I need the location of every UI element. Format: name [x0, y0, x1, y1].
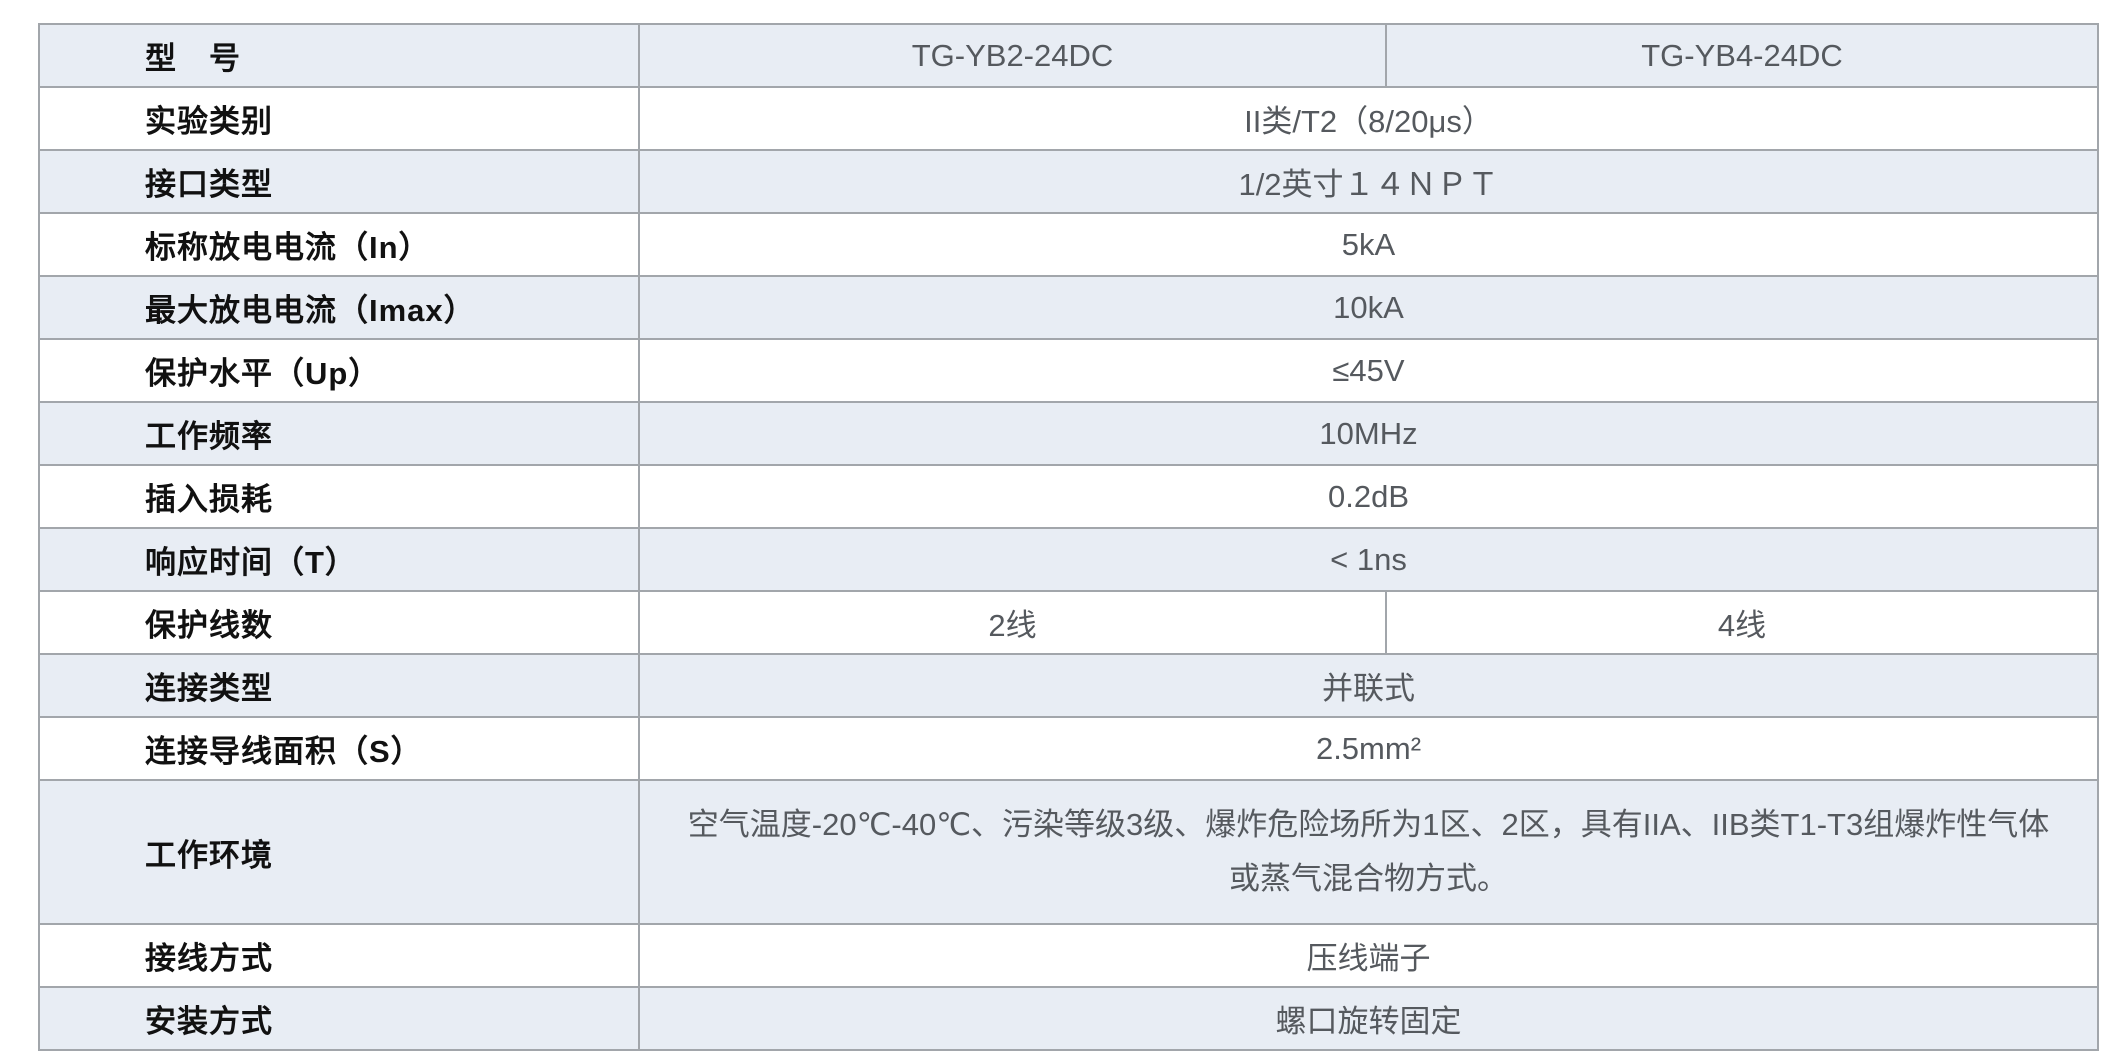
value-nominal-discharge-current: 5kA [638, 212, 2099, 277]
row-operating-environment: 工作环境 空气温度-20℃-40℃、污染等级3级、爆炸危险场所为1区、2区，具有… [38, 779, 2099, 925]
label-nominal-discharge-current: 标称放电电流（In） [38, 212, 640, 277]
row-connection-type: 连接类型 并联式 [38, 653, 2099, 718]
label-operating-environment: 工作环境 [38, 779, 640, 925]
model-tg-yb4-cell: TG-YB4-24DC [1385, 23, 2099, 88]
label-connection-type: 连接类型 [38, 653, 640, 718]
label-insertion-loss: 插入损耗 [38, 464, 640, 529]
label-max-discharge-current: 最大放电电流（Imax） [38, 275, 640, 340]
label-test-category: 实验类别 [38, 86, 640, 151]
label-response-time: 响应时间（T） [38, 527, 640, 592]
value-mounting-method: 螺口旋转固定 [638, 986, 2099, 1051]
value-protected-lines-tg-yb2: 2线 [638, 590, 1387, 655]
label-interface-type: 接口类型 [38, 149, 640, 214]
label-protected-lines: 保护线数 [38, 590, 640, 655]
row-operating-frequency: 工作频率 10MHz [38, 401, 2099, 466]
value-protected-lines-tg-yb4: 4线 [1385, 590, 2099, 655]
value-response-time: < 1ns [638, 527, 2099, 592]
row-protected-lines: 保护线数 2线 4线 [38, 590, 2099, 655]
row-wiring-method: 接线方式 压线端子 [38, 923, 2099, 988]
label-protection-level: 保护水平（Up） [38, 338, 640, 403]
model-tg-yb2-cell: TG-YB2-24DC [638, 23, 1387, 88]
value-test-category: II类/T2（8/20μs） [638, 86, 2099, 151]
row-test-category: 实验类别 II类/T2（8/20μs） [38, 86, 2099, 151]
row-mounting-method: 安装方式 螺口旋转固定 [38, 986, 2099, 1051]
value-insertion-loss: 0.2dB [638, 464, 2099, 529]
spec-table: 型 号 TG-YB2-24DC TG-YB4-24DC 实验类别 II类/T2（… [38, 23, 2099, 1051]
value-operating-frequency: 10MHz [638, 401, 2099, 466]
value-conductor-area: 2.5mm² [638, 716, 2099, 781]
value-protection-level: ≤45V [638, 338, 2099, 403]
label-mounting-method: 安装方式 [38, 986, 640, 1051]
row-insertion-loss: 插入损耗 0.2dB [38, 464, 2099, 529]
value-interface-type: 1/2英寸１４ＮＰＴ [638, 149, 2099, 214]
value-connection-type: 并联式 [638, 653, 2099, 718]
row-max-discharge-current: 最大放电电流（Imax） 10kA [38, 275, 2099, 340]
value-max-discharge-current: 10kA [638, 275, 2099, 340]
row-response-time: 响应时间（T） < 1ns [38, 527, 2099, 592]
value-wiring-method: 压线端子 [638, 923, 2099, 988]
row-interface-type: 接口类型 1/2英寸１４ＮＰＴ [38, 149, 2099, 214]
row-conductor-area: 连接导线面积（S） 2.5mm² [38, 716, 2099, 781]
value-operating-environment: 空气温度-20℃-40℃、污染等级3级、爆炸危险场所为1区、2区，具有IIA、I… [638, 779, 2099, 925]
row-protection-level: 保护水平（Up） ≤45V [38, 338, 2099, 403]
label-wiring-method: 接线方式 [38, 923, 640, 988]
label-operating-frequency: 工作频率 [38, 401, 640, 466]
row-nominal-discharge-current: 标称放电电流（In） 5kA [38, 212, 2099, 277]
model-header-row: 型 号 TG-YB2-24DC TG-YB4-24DC [38, 23, 2099, 88]
model-label-cell: 型 号 [38, 23, 640, 88]
label-conductor-area: 连接导线面积（S） [38, 716, 640, 781]
